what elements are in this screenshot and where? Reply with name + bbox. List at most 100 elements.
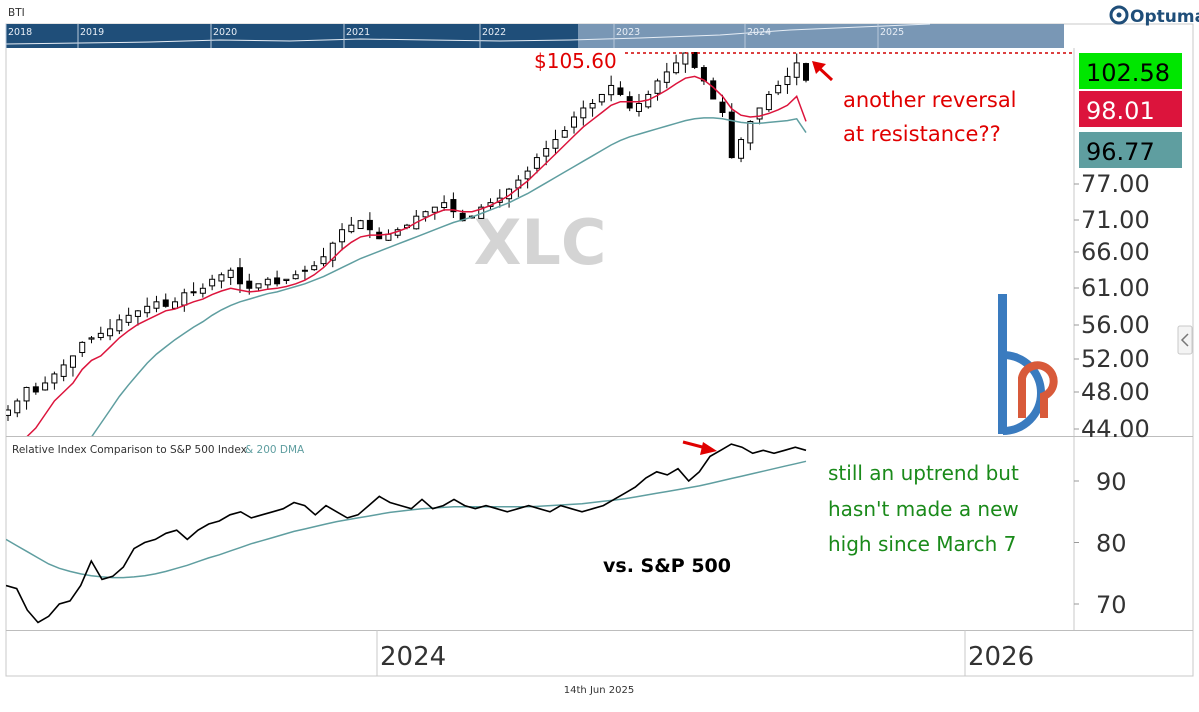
price-axis-tick-label: 52.00: [1081, 345, 1150, 373]
price-candle: [533, 153, 540, 174]
relative-axis-tick-label: 70: [1096, 591, 1127, 619]
annotation-line-2: at resistance??: [843, 122, 1001, 146]
relative-note-line-3: high since March 7: [828, 532, 1016, 556]
price-candle: [329, 241, 336, 268]
watermark-xlc: XLC: [474, 206, 607, 279]
price-candle: [803, 62, 809, 83]
panel-scroll-handle[interactable]: [1177, 325, 1193, 355]
price-candle: [32, 382, 39, 395]
blue-logo-mark: [998, 294, 1058, 435]
slow-moving-average-line: [91, 117, 807, 436]
price-candle: [227, 267, 234, 286]
relative-axis-tick-label: 90: [1096, 468, 1127, 496]
price-candle: [422, 210, 429, 222]
brand-name: Optuma: [1130, 7, 1199, 27]
navigator-year-label: 2018: [8, 27, 32, 38]
navigator-year-label: 2021: [346, 27, 370, 38]
relative-panel-title: Relative Index Comparison to S&P 500 Ind…: [12, 444, 247, 456]
price-axis-tick-label: 77.00: [1081, 170, 1150, 198]
price-candle: [654, 78, 661, 101]
price-axis-tick-label: 61.00: [1081, 274, 1150, 302]
navigator-year-label: 2019: [80, 27, 104, 38]
price-candle: [571, 111, 578, 134]
current-value-label: 98.01: [1079, 91, 1182, 127]
relative-axis-tick-label: 80: [1096, 530, 1127, 558]
price-candle: [738, 137, 745, 163]
navigator-year-label: 2023: [616, 27, 640, 38]
price-candle: [283, 278, 290, 285]
price-candle: [663, 62, 670, 89]
price-candle: [264, 277, 271, 289]
svg-text:98.01: 98.01: [1086, 97, 1155, 125]
navigator-selection[interactable]: [578, 24, 1064, 48]
price-candle: [543, 140, 550, 166]
price-candle: [23, 386, 30, 410]
fast-moving-average-line: [26, 75, 807, 436]
price-candle: [728, 103, 735, 159]
price-candle: [719, 94, 726, 118]
price-candle: [172, 297, 179, 310]
chart-frame: [5, 23, 1194, 677]
relative-high-arrow: [682, 440, 717, 455]
price-candle: [97, 326, 104, 341]
price-candle: [79, 341, 86, 357]
price-candle: [366, 212, 373, 239]
price-candle: [413, 209, 420, 230]
price-candle: [635, 93, 642, 117]
price-candle: [6, 405, 11, 421]
price-candle: [116, 314, 123, 335]
navigator-year-label: 2022: [482, 27, 506, 38]
price-axis-tick-label: 56.00: [1081, 311, 1150, 339]
comparison-label: vs. S&P 500: [603, 555, 731, 577]
price-axis-tick-label: 44.00: [1081, 415, 1150, 443]
price-candle: [561, 126, 568, 138]
ticker-code: BTI: [8, 7, 25, 19]
price-axis-tick-label: 71.00: [1081, 206, 1150, 234]
time-axis-tick-label: 2024: [380, 642, 446, 672]
price-candle: [450, 192, 457, 219]
price-candle: [673, 54, 680, 75]
price-candle: [617, 81, 624, 97]
price-candle: [320, 247, 327, 267]
price-candle: [793, 53, 800, 86]
current-value-label: 102.58: [1079, 53, 1182, 89]
relative-note-line-2: hasn't made a new: [828, 497, 1019, 521]
price-candle: [691, 52, 698, 70]
svg-text:102.58: 102.58: [1086, 59, 1170, 87]
price-candle: [441, 195, 448, 211]
reversal-arrow: [812, 61, 834, 82]
price-candle: [339, 223, 346, 251]
price-candle: [51, 371, 58, 390]
optuma-logo: [1109, 5, 1129, 25]
price-candle: [775, 80, 782, 96]
price-candle: [357, 219, 364, 230]
price-candle: [301, 265, 308, 280]
relative-ratio-line: [6, 443, 807, 624]
price-candle: [292, 270, 299, 280]
price-candle: [134, 310, 141, 326]
price-candle: [42, 376, 49, 391]
relative-panel-ma-label: & 200 DMA: [245, 444, 305, 456]
price-candle: [255, 283, 262, 292]
relative-note-line-1: still an uptrend but: [828, 461, 1019, 485]
price-candle: [589, 99, 596, 117]
price-axis-tick-label: 66.00: [1081, 238, 1150, 266]
price-candle: [144, 297, 151, 318]
price-candle: [524, 166, 531, 189]
price-candle: [784, 67, 791, 94]
price-candle: [608, 75, 615, 102]
annotation-line-1: another reversal: [843, 88, 1017, 112]
price-candle: [765, 91, 772, 112]
svg-text:96.77: 96.77: [1086, 138, 1155, 166]
price-candle: [747, 120, 754, 151]
price-candle: [506, 187, 513, 208]
navigator-overview-line: [5, 23, 931, 45]
price-candle: [236, 258, 243, 293]
price-candle: [580, 100, 587, 126]
price-candle: [376, 227, 383, 240]
price-candle: [311, 261, 318, 271]
time-axis-tick-label: 2026: [968, 642, 1034, 672]
price-candle: [209, 274, 216, 291]
price-candle: [598, 93, 605, 106]
